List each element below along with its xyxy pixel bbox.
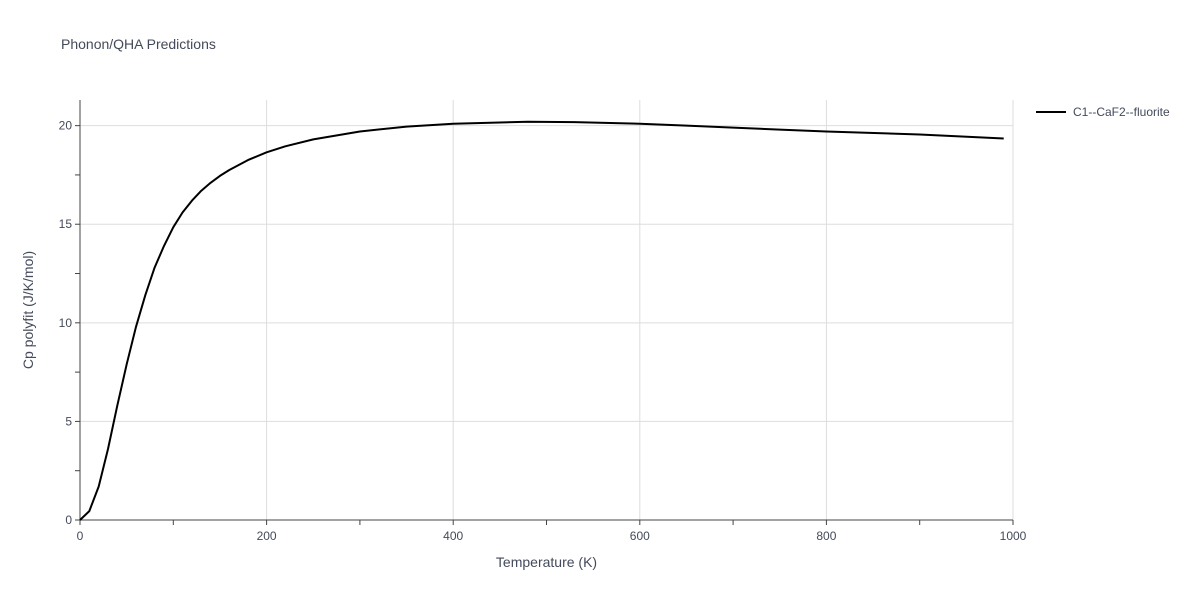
- x-tick-label: 600: [630, 529, 650, 543]
- y-tick-label: 10: [59, 316, 73, 330]
- x-axis-label: Temperature (K): [495, 554, 598, 570]
- legend-swatch: [1036, 111, 1066, 113]
- x-tick-label: 800: [816, 529, 836, 543]
- y-tick-label: 0: [65, 513, 72, 527]
- legend-label: C1--CaF2--fluorite: [1073, 105, 1170, 119]
- x-tick-label: 1000: [1000, 529, 1027, 543]
- x-tick-label: 200: [257, 529, 277, 543]
- y-tick-label: 5: [65, 414, 72, 428]
- legend[interactable]: C1--CaF2--fluorite: [1036, 105, 1170, 119]
- y-tick-label: 20: [59, 119, 73, 133]
- chart-title: Phonon/QHA Predictions: [61, 36, 216, 52]
- series-line: [79, 120, 1004, 521]
- x-tick-label: 0: [77, 529, 84, 543]
- y-tick-label: 15: [59, 217, 73, 231]
- x-tick-label: 400: [443, 529, 463, 543]
- y-axis-label: Cp polyfit (J/K/mol): [20, 250, 36, 370]
